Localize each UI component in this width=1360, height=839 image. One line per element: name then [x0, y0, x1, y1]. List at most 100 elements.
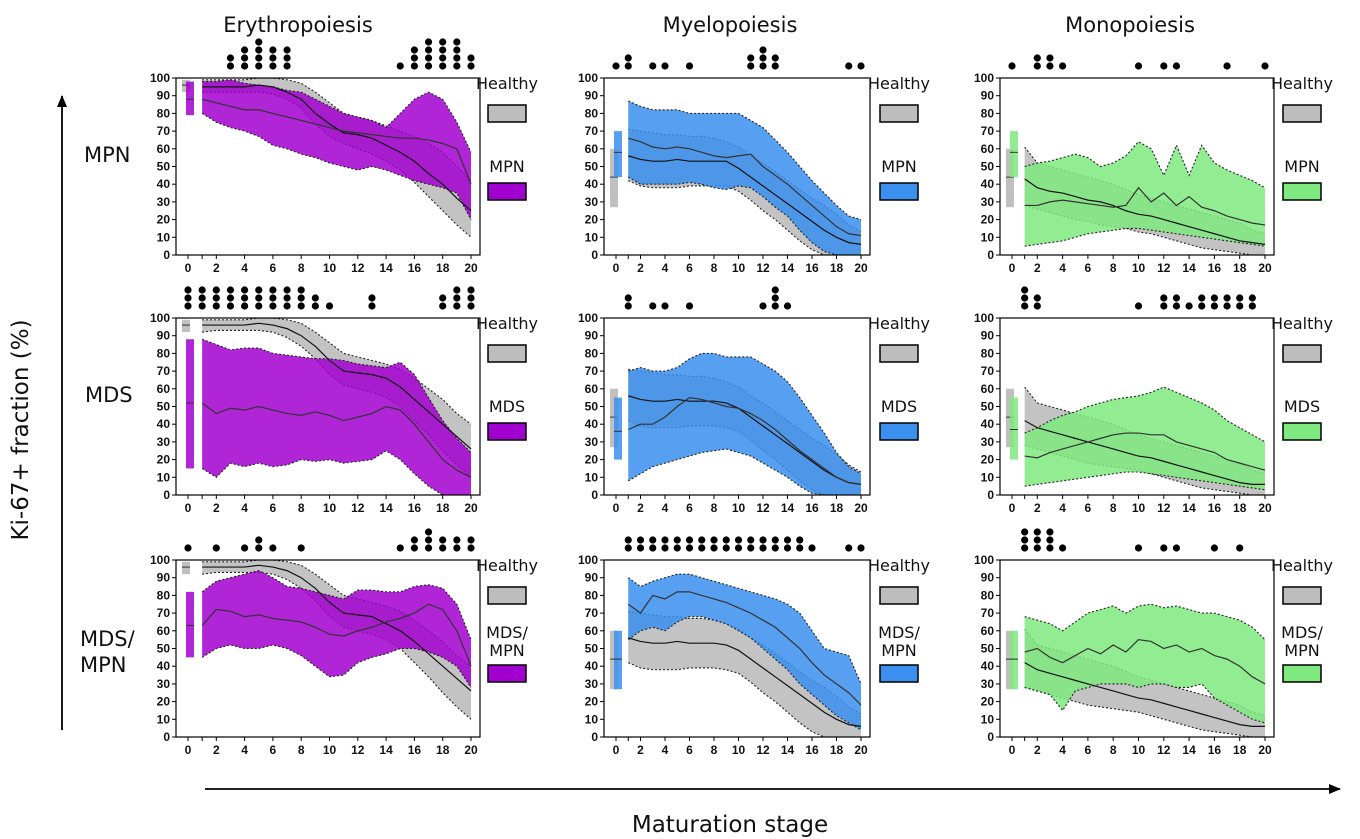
x-tick-label: 14: [1182, 501, 1196, 515]
significance-dot: [661, 302, 669, 310]
significance-dot: [269, 544, 277, 552]
significance-dot: [1160, 544, 1168, 552]
panel-erythropoiesis-object-object: 0 10 20 30 40 50 60 70 80 90 100 0 2 4 6 8 10 12 14 16 18 20 H…: [150, 286, 538, 515]
y-tick-label: 100: [974, 71, 994, 85]
x-tick-label: 12: [1157, 743, 1171, 757]
disease-lower-bound: [627, 616, 862, 731]
disease-stage0-bar: [186, 591, 194, 658]
significance-dot: [226, 286, 235, 294]
y-tick-label: 20: [981, 213, 995, 227]
significance-dot: [255, 286, 263, 294]
y-tick-label: 60: [981, 382, 995, 396]
significance-dot: [453, 536, 461, 544]
significance-dot: [624, 54, 632, 62]
x-tick-label: 20: [1258, 743, 1272, 757]
x-tick-label: 8: [298, 743, 305, 757]
legend-disease-swatch: [879, 422, 919, 441]
healthy-stage0-bar: [182, 561, 190, 575]
legend-healthy-label: Healthy: [1271, 74, 1333, 93]
significance-dot: [1033, 302, 1041, 310]
y-tick-label: 60: [981, 624, 995, 638]
significance-dot: [467, 286, 475, 294]
significance-dot: [241, 294, 249, 302]
healthy-mean-line: [628, 395, 862, 485]
significance-dot: [1185, 302, 1193, 310]
significance-dot: [424, 46, 433, 54]
significance-dot: [771, 62, 779, 70]
legend-disease-label: MDS/: [878, 623, 920, 642]
significance-dot: [269, 302, 277, 310]
y-tick-label: 50: [157, 400, 171, 414]
y-axis-label: Ki-67+ fraction (%): [8, 319, 34, 540]
significance-dot: [649, 302, 657, 310]
significance-dot: [1021, 544, 1029, 552]
x-tick-label: 20: [854, 501, 868, 515]
y-tick-label: 40: [981, 177, 995, 191]
x-tick-label: 10: [323, 261, 337, 275]
x-tick-label: 2: [213, 743, 220, 757]
y-tick-label: 10: [981, 470, 995, 484]
row-label-mds-mpn: MDS/ MPN: [80, 627, 141, 677]
y-tick-label: 30: [157, 677, 171, 691]
significance-dot: [845, 62, 853, 70]
healthy-stage0-bar: [1006, 148, 1014, 208]
x-tick-label: 16: [805, 261, 819, 275]
significance-dot: [1021, 302, 1029, 310]
y-tick-label: 40: [157, 659, 171, 673]
y-tick-label: 0: [591, 248, 598, 262]
y-tick-label: 50: [585, 400, 599, 414]
disease-stage0-bar: [614, 630, 622, 690]
significance-dot: [771, 544, 779, 552]
y-tick-label: 10: [981, 712, 995, 726]
significance-dot: [1236, 544, 1244, 552]
significance-dot: [297, 286, 305, 294]
significance-dot: [311, 294, 319, 302]
significance-dot: [1160, 294, 1168, 302]
significance-dot: [269, 54, 277, 62]
y-tick-label: 30: [157, 195, 171, 209]
significance-dot: [241, 62, 249, 70]
y-tick-label: 70: [585, 364, 599, 378]
x-tick-label: 14: [379, 743, 393, 757]
significance-dot: [198, 302, 206, 310]
significance-dot: [424, 544, 433, 552]
significance-dot: [424, 62, 433, 70]
y-tick-label: 40: [157, 417, 171, 431]
significance-dot: [747, 62, 755, 70]
y-tick-label: 30: [157, 435, 171, 449]
x-tick-label: 2: [637, 743, 644, 757]
significance-dot: [1021, 294, 1029, 302]
significance-dot: [1223, 62, 1231, 70]
y-tick-label: 0: [987, 248, 994, 262]
y-tick-label: 70: [157, 124, 171, 138]
y-tick-label: 40: [981, 417, 995, 431]
significance-dot: [212, 294, 220, 302]
y-tick-label: 70: [585, 606, 599, 620]
x-tick-label: 4: [241, 261, 248, 275]
panel-myelopoiesis-object-object: 0 10 20 30 40 50 60 70 80 90 100 0 2 4 6 8 10 12 14 16 18 20 H…: [578, 46, 930, 275]
significance-dot: [184, 544, 192, 552]
significance-dot: [759, 544, 767, 552]
disease-upper-bound: [201, 570, 472, 640]
significance-dot: [410, 62, 418, 70]
y-tick-label: 50: [585, 160, 599, 174]
legend-disease-label: MPN: [489, 641, 524, 660]
significance-dot: [410, 536, 418, 544]
significance-dot: [198, 286, 206, 294]
significance-dot: [453, 46, 461, 54]
legend-healthy-swatch: [487, 104, 527, 123]
legend-disease-label: MDS: [489, 397, 525, 416]
significance-dot: [255, 38, 263, 46]
x-tick-label: 8: [298, 501, 305, 515]
significance-dot: [673, 536, 681, 544]
x-tick-label: 10: [732, 743, 746, 757]
x-tick-label: 16: [805, 743, 819, 757]
disease-band: [1024, 604, 1265, 723]
disease-stage0-bar: [1010, 630, 1018, 690]
significance-dot: [783, 544, 792, 552]
significance-dot: [661, 536, 669, 544]
y-tick-label: 60: [585, 624, 599, 638]
x-tick-label: 2: [1034, 743, 1041, 757]
